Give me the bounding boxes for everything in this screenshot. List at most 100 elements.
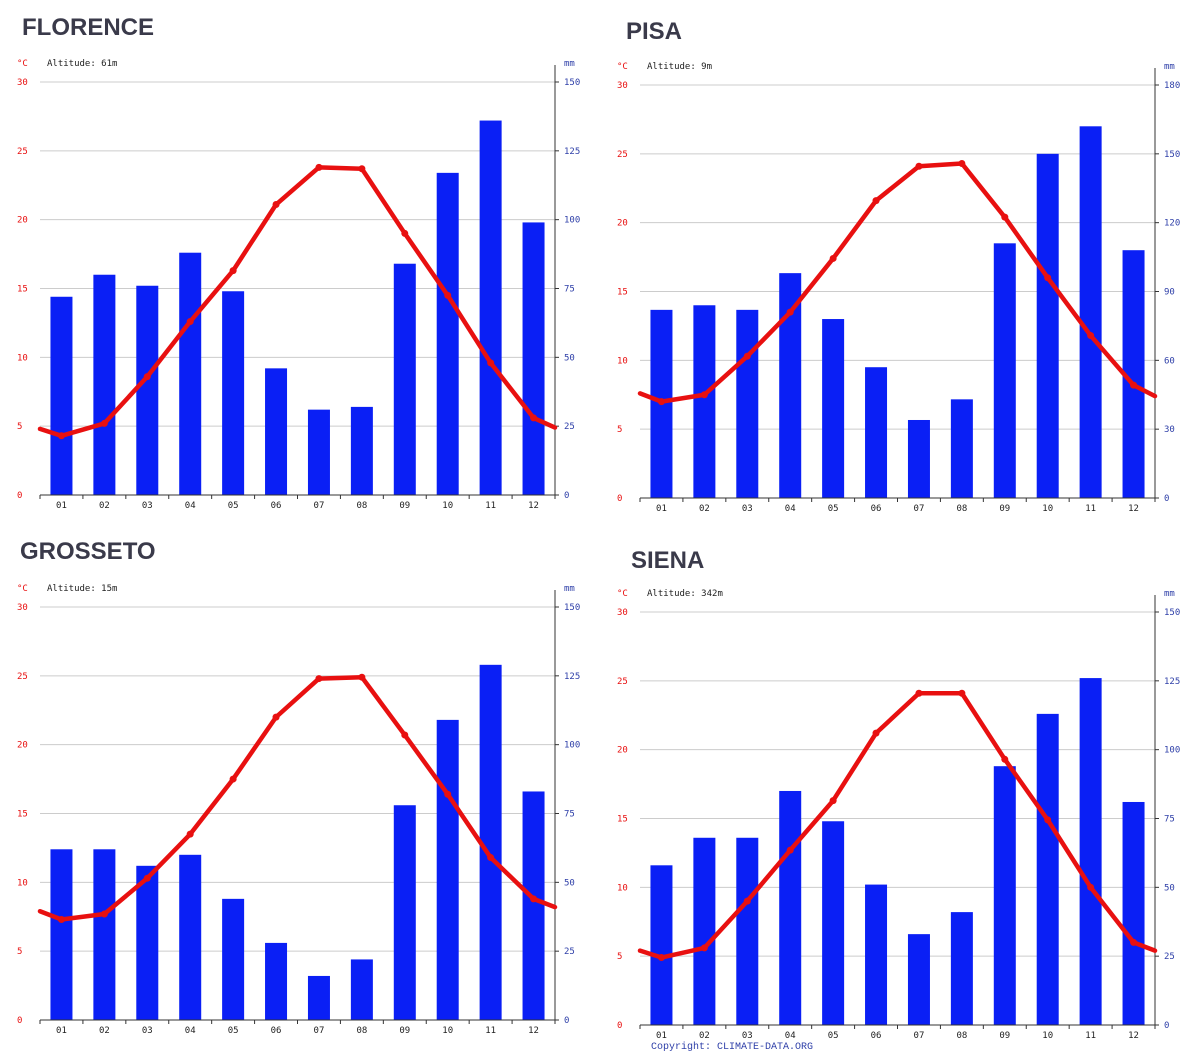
temperature-point	[1044, 274, 1052, 282]
temp-tick-label: 10	[17, 878, 28, 888]
precip-bar	[393, 805, 416, 1020]
precip-tick-label: 125	[564, 672, 580, 682]
temp-tick-label: 30	[17, 603, 28, 613]
month-label: 08	[356, 1026, 367, 1036]
precip-bar	[736, 837, 759, 1025]
month-label: 06	[271, 501, 282, 511]
precip-bar	[522, 222, 545, 496]
precip-bar	[479, 120, 502, 496]
precip-bar	[479, 664, 502, 1020]
precip-bar	[179, 854, 202, 1020]
altitude-label: Altitude: 61m	[47, 59, 117, 69]
precip-bar	[1036, 153, 1059, 498]
chart-title-grosseto: GROSSETO	[20, 538, 156, 565]
temp-tick-label: 20	[17, 216, 28, 226]
temperature-point	[1001, 213, 1009, 221]
precip-tick-label: 75	[564, 285, 575, 295]
month-label: 12	[1128, 1031, 1139, 1041]
climate-chart-grosseto: °C mm Altitude: 15m 0 5 10 15 20 25 30 0 25 50 75 100 1…	[0, 580, 600, 1040]
temperature-point	[315, 163, 323, 171]
temperature-point	[229, 267, 237, 275]
precip-tick-label: 150	[564, 78, 580, 88]
month-label: 10	[442, 1026, 453, 1036]
month-label: 11	[485, 1026, 496, 1036]
month-label: 03	[142, 501, 153, 511]
temperature-point	[657, 954, 665, 962]
precip-bar	[822, 821, 845, 1025]
precip-tick-label: 0	[564, 491, 569, 501]
month-label: 11	[1085, 504, 1096, 514]
temperature-point	[700, 944, 708, 952]
month-label: 08	[356, 501, 367, 511]
month-label: 07	[914, 1031, 925, 1041]
precip-bar	[1036, 713, 1059, 1025]
precip-tick-label: 30	[1164, 425, 1175, 435]
chart-title-siena: SIENA	[631, 547, 705, 574]
temp-tick-label: 15	[17, 285, 28, 295]
chart-title-pisa: PISA	[626, 18, 683, 45]
temp-tick-label: 20	[617, 219, 628, 229]
climate-chart-pisa: °C mm Altitude: 9m 0 5 10 15 20 25 30 0 30 60 90 120 15…	[600, 58, 1200, 518]
precip-bar	[50, 296, 73, 495]
month-label: 02	[99, 501, 110, 511]
month-label: 06	[271, 1026, 282, 1036]
precip-tick-label: 120	[1164, 219, 1180, 229]
month-label: 10	[1042, 1031, 1053, 1041]
temperature-point	[186, 830, 194, 838]
temperature-point	[872, 729, 880, 737]
precip-tick-label: 50	[564, 353, 575, 363]
month-label: 01	[56, 501, 67, 511]
precip-tick-label: 125	[564, 147, 580, 157]
temp-tick-label: 5	[17, 947, 22, 957]
precip-bar	[93, 274, 116, 495]
month-label: 04	[785, 1031, 796, 1041]
precip-tick-label: 150	[1164, 150, 1180, 160]
temp-tick-label: 30	[17, 78, 28, 88]
temp-tick-label: 0	[17, 491, 22, 501]
month-label: 06	[871, 1031, 882, 1041]
precip-bar	[650, 865, 673, 1025]
month-label: 11	[485, 501, 496, 511]
month-label: 12	[528, 501, 539, 511]
month-label: 09	[399, 1026, 410, 1036]
temp-tick-label: 30	[617, 81, 628, 91]
temperature-point	[743, 352, 751, 360]
temperature-point	[272, 201, 280, 209]
precip-bar	[436, 172, 459, 496]
precip-bar	[1079, 126, 1102, 499]
temperature-point	[872, 197, 880, 205]
temp-unit-label: °C	[617, 589, 628, 599]
temp-tick-label: 25	[17, 672, 28, 682]
temperature-point	[57, 916, 65, 924]
temperature-point	[487, 854, 495, 862]
precip-bar	[350, 959, 373, 1020]
temp-tick-label: 25	[617, 677, 628, 687]
month-label: 09	[399, 501, 410, 511]
precip-bar	[93, 849, 116, 1020]
month-label: 01	[56, 1026, 67, 1036]
month-label: 10	[1042, 504, 1053, 514]
temp-tick-label: 10	[17, 353, 28, 363]
precip-bar	[179, 252, 202, 495]
temp-tick-label: 15	[617, 288, 628, 298]
altitude-label: Altitude: 9m	[647, 62, 712, 72]
precip-bar	[993, 243, 1016, 498]
month-label: 03	[742, 504, 753, 514]
precip-tick-label: 50	[564, 878, 575, 888]
temp-tick-label: 5	[617, 425, 622, 435]
temperature-point	[100, 910, 108, 918]
precip-bar	[1079, 678, 1102, 1025]
temperature-point	[143, 373, 151, 381]
precip-bar	[693, 305, 716, 498]
precip-tick-label: 25	[1164, 952, 1175, 962]
precip-tick-label: 75	[564, 810, 575, 820]
precip-tick-label: 25	[564, 947, 575, 957]
month-label: 07	[914, 504, 925, 514]
temp-tick-label: 25	[617, 150, 628, 160]
precip-bar	[350, 406, 373, 495]
temp-tick-label: 10	[617, 883, 628, 893]
month-label: 09	[999, 1031, 1010, 1041]
temperature-point	[1130, 938, 1138, 946]
